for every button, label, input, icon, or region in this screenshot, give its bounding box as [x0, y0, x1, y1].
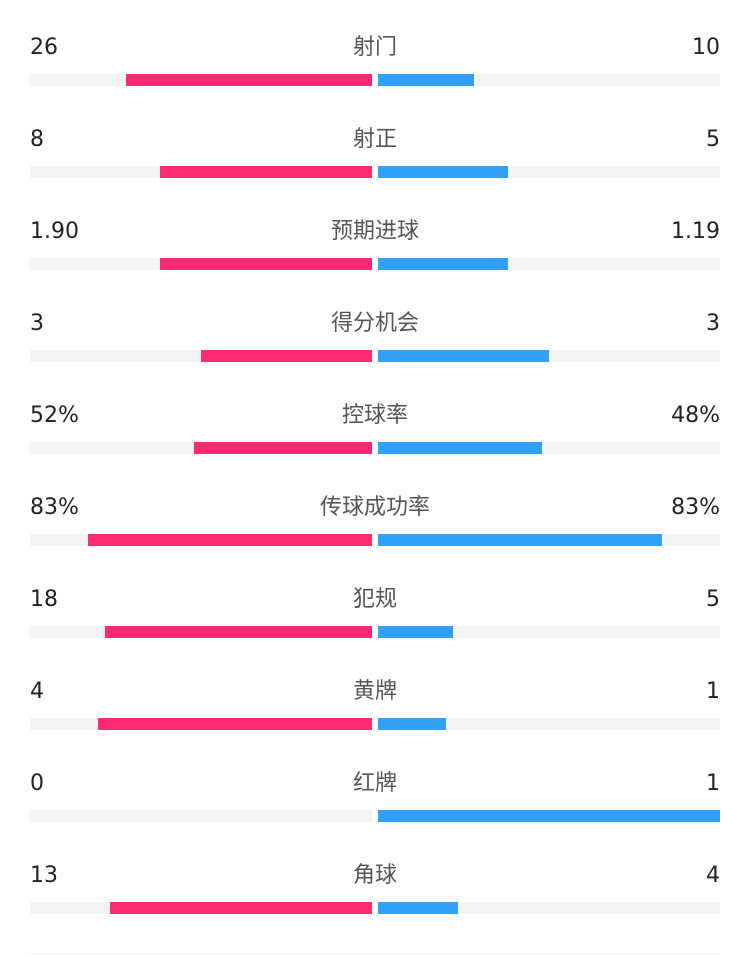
stat-label: 角球 [352, 863, 397, 888]
away-bar-track [378, 166, 720, 178]
stat-label: 黄牌 [352, 679, 397, 704]
home-bar [201, 350, 372, 362]
home-bar-track [30, 810, 372, 822]
home-bar-track [30, 258, 372, 270]
divider [30, 954, 720, 955]
home-bar [125, 74, 372, 86]
home-value: 4 [30, 679, 44, 704]
home-bar [110, 902, 372, 914]
away-bar-track [378, 902, 720, 914]
home-value: 52% [30, 403, 79, 428]
home-bar-track [30, 74, 372, 86]
home-value: 83% [30, 495, 79, 520]
home-value: 3 [30, 311, 44, 336]
away-bar-track [378, 258, 720, 270]
stat-row: 18 犯规 5 [0, 585, 750, 677]
stat-row: 1.90 预期进球 1.19 [0, 217, 750, 309]
stat-label: 得分机会 [330, 311, 419, 336]
away-bar-track [378, 810, 720, 822]
home-bar-track [30, 166, 372, 178]
home-bar-track [30, 626, 372, 638]
home-value: 0 [30, 771, 44, 796]
stat-row: 13 角球 4 [0, 861, 750, 953]
home-bar-track [30, 534, 372, 546]
away-value: 3 [706, 311, 720, 336]
home-value: 26 [30, 35, 58, 60]
away-bar-track [378, 534, 720, 546]
home-value: 18 [30, 587, 58, 612]
home-bar [105, 626, 372, 638]
home-bar [159, 166, 372, 178]
away-bar-track [378, 718, 720, 730]
away-value: 1 [706, 771, 720, 796]
away-bar [378, 442, 543, 454]
home-bar-track [30, 902, 372, 914]
home-bar-track [30, 350, 372, 362]
away-value: 5 [706, 587, 720, 612]
stat-label: 犯规 [352, 587, 397, 612]
away-value: 5 [706, 127, 720, 152]
stat-row: 8 射正 5 [0, 125, 750, 217]
home-bar [98, 718, 372, 730]
away-bar [378, 902, 459, 914]
away-bar [378, 258, 508, 270]
away-bar [378, 166, 508, 178]
away-bar [378, 350, 549, 362]
stat-label: 射门 [352, 35, 397, 60]
away-value: 48% [671, 403, 720, 428]
away-bar-track [378, 350, 720, 362]
stat-row: 83% 传球成功率 83% [0, 493, 750, 585]
away-value: 1 [706, 679, 720, 704]
away-value: 83% [671, 495, 720, 520]
home-bar-track [30, 442, 372, 454]
home-bar-track [30, 718, 372, 730]
stat-label: 红牌 [352, 771, 397, 796]
home-bar [88, 534, 372, 546]
stat-row: 3 得分机会 3 [0, 309, 750, 401]
away-bar-track [378, 74, 720, 86]
home-bar [159, 258, 372, 270]
away-bar [378, 74, 474, 86]
stat-label: 射正 [352, 127, 397, 152]
away-value: 10 [692, 35, 720, 60]
home-bar [194, 442, 372, 454]
home-value: 8 [30, 127, 44, 152]
stat-label: 控球率 [341, 403, 408, 428]
away-bar-track [378, 626, 720, 638]
away-bar [378, 534, 662, 546]
stat-row: 26 射门 10 [0, 33, 750, 125]
stat-row: 52% 控球率 48% [0, 401, 750, 493]
away-bar [378, 626, 454, 638]
stat-label: 传球成功率 [319, 495, 430, 520]
away-bar [378, 718, 447, 730]
stat-label: 预期进球 [330, 219, 419, 244]
stat-row: 4 黄牌 1 [0, 677, 750, 769]
away-bar [378, 810, 720, 822]
away-bar-track [378, 442, 720, 454]
away-value: 1.19 [671, 219, 720, 244]
stat-row: 0 红牌 1 [0, 769, 750, 861]
home-value: 13 [30, 863, 58, 888]
away-value: 4 [706, 863, 720, 888]
home-value: 1.90 [30, 219, 79, 244]
